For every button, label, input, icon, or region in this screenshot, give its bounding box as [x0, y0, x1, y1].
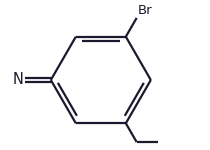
Text: Br: Br — [138, 4, 152, 17]
Text: N: N — [13, 72, 24, 87]
